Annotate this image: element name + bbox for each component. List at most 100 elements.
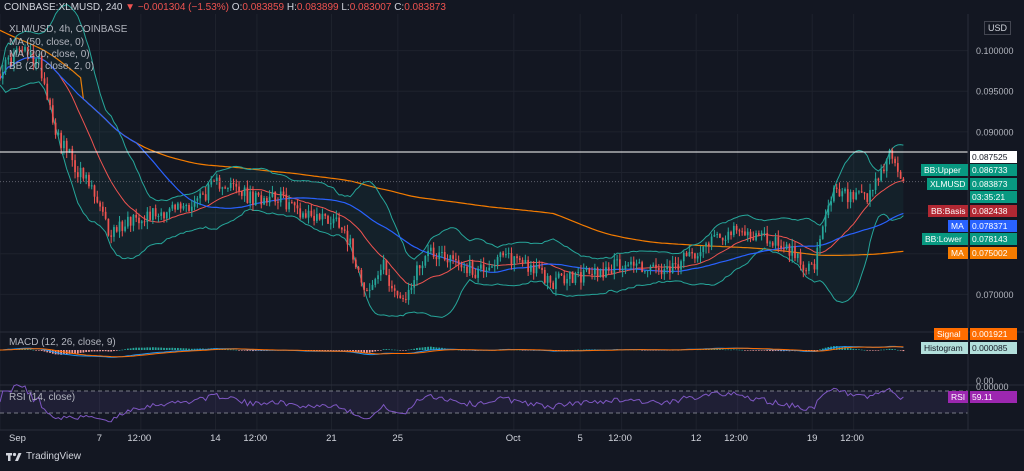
candle-body [468, 261, 471, 274]
candle-body [538, 264, 541, 268]
candle [891, 147, 894, 164]
candle-body [630, 261, 632, 265]
candle [82, 167, 85, 182]
candle-body [260, 195, 263, 205]
macd-histogram-bar [252, 350, 254, 352]
candle-body [202, 193, 204, 195]
candle [732, 222, 735, 238]
currency-button[interactable]: USD [984, 21, 1012, 35]
candle [599, 268, 602, 278]
candle [710, 233, 713, 251]
candle [555, 271, 557, 296]
candle [132, 214, 135, 232]
candle [649, 264, 652, 275]
macd-histogram-bar [132, 347, 135, 350]
macd-histogram-bar [585, 349, 588, 350]
label-name-box [934, 328, 968, 340]
candle-body [480, 264, 482, 269]
candle [154, 204, 157, 220]
time-tick: 12 [691, 433, 702, 444]
macd-histogram-bar [143, 347, 146, 350]
macd-histogram-bar [196, 348, 199, 350]
candle-body [527, 259, 530, 272]
legend-ma50[interactable]: MA (50, close, 0) [9, 37, 85, 48]
macd-histogram-bar [741, 349, 744, 351]
candle-body [257, 192, 260, 196]
time-tick: 21 [326, 433, 337, 444]
candle-body [26, 47, 29, 55]
candle-body [582, 270, 585, 283]
label-name-box [948, 247, 968, 259]
candle [193, 195, 196, 211]
time-tick: Oct [506, 433, 521, 444]
candle-body [680, 261, 682, 270]
candle [894, 156, 896, 167]
candle [215, 173, 218, 185]
time-tick: 25 [392, 433, 403, 444]
candle-body [432, 247, 435, 257]
macd-histogram-bar [463, 350, 466, 351]
macd-histogram-bar [382, 349, 385, 350]
low-value: 0.083007 [349, 2, 392, 13]
macd-histogram-bar [746, 350, 749, 351]
macd-histogram-bar [869, 350, 871, 351]
candle [260, 191, 263, 209]
candle [749, 229, 752, 243]
candle [858, 190, 860, 195]
candle-body [521, 259, 524, 264]
macd-legend[interactable]: MACD (12, 26, close, 9) [9, 337, 116, 348]
legend-bb[interactable]: BB (20, close, 2, 0) [9, 61, 95, 72]
candle [682, 251, 685, 269]
candle-body [502, 252, 504, 256]
macd-histogram-bar [852, 348, 855, 350]
macd-histogram-bar [858, 349, 860, 350]
candle-body [316, 214, 318, 221]
candle-body [274, 191, 277, 202]
macd-histogram-bar [360, 350, 363, 353]
candle [343, 225, 346, 234]
candle-body [641, 262, 643, 273]
candle [630, 256, 632, 271]
candle-body [138, 217, 140, 224]
candle-body [705, 243, 707, 247]
macd-histogram-bar [641, 350, 644, 351]
candle-body [338, 217, 340, 228]
candle [641, 260, 643, 273]
macd-histogram-bar [179, 348, 182, 350]
macd-histogram-bar [146, 347, 149, 350]
candle-body [282, 191, 285, 195]
macd-histogram-bar [885, 349, 888, 350]
candle-body [140, 221, 143, 224]
candle [621, 265, 624, 278]
candle [452, 250, 454, 264]
macd-histogram-bar [874, 350, 877, 351]
legend-title[interactable]: XLM/USD, 4h, COINBASE [9, 24, 128, 35]
candle [541, 261, 543, 274]
candle [74, 154, 76, 179]
macd-histogram-bar [413, 348, 416, 350]
candle [524, 254, 527, 264]
candle-body [744, 231, 746, 236]
candle-body [215, 177, 218, 182]
label-name-box [921, 342, 968, 354]
macd-histogram-bar [229, 349, 232, 351]
candle [10, 53, 12, 67]
candle-body [204, 194, 207, 201]
macd-histogram-bar [335, 350, 338, 351]
candle-body [808, 263, 810, 271]
legend-ma200[interactable]: MA (200, close, 0) [9, 49, 90, 60]
macd-histogram-bar [421, 347, 424, 350]
candle-body [677, 264, 680, 270]
candle-body [0, 73, 1, 79]
candle-body [329, 223, 332, 225]
rsi-legend[interactable]: RSI (14, close) [9, 392, 76, 403]
candle-body [165, 212, 168, 219]
candle-body [605, 267, 607, 278]
macd-histogram-bar [79, 350, 82, 353]
candle [391, 280, 393, 292]
candle [249, 185, 252, 208]
candle-body [88, 174, 90, 187]
candle-body [810, 263, 813, 265]
tradingview-brand[interactable]: TradingView [6, 451, 81, 462]
